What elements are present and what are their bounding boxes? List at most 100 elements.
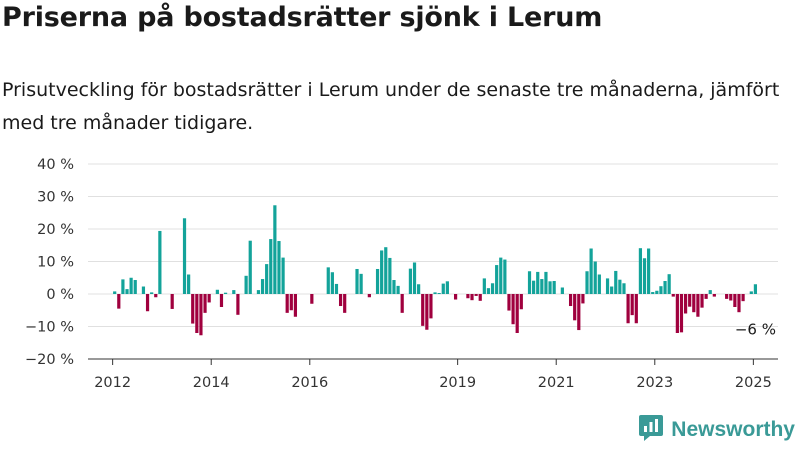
bar <box>663 281 667 294</box>
bar <box>495 265 499 294</box>
bar <box>749 291 753 294</box>
bar <box>375 268 380 294</box>
bar <box>113 291 117 294</box>
bar <box>729 294 733 301</box>
bar <box>651 292 655 294</box>
bar <box>388 257 392 294</box>
bar <box>207 294 211 303</box>
bar <box>437 293 441 294</box>
bar <box>560 287 564 294</box>
bar <box>421 294 425 326</box>
bar <box>117 294 121 309</box>
bar <box>289 294 293 311</box>
bar <box>573 294 577 321</box>
bar <box>527 271 532 294</box>
bar <box>121 279 125 295</box>
bar <box>725 294 729 299</box>
bar <box>223 292 228 294</box>
bar <box>618 279 622 294</box>
x-tick-label: 2025 <box>735 375 772 391</box>
bar <box>219 294 224 307</box>
bar <box>503 259 507 294</box>
bar <box>343 294 347 313</box>
bar <box>466 294 470 299</box>
bar <box>277 241 281 294</box>
bar <box>696 294 700 317</box>
bar <box>540 279 544 294</box>
bar <box>355 268 359 294</box>
bar <box>478 294 482 301</box>
bar <box>679 294 684 333</box>
bar <box>655 290 659 294</box>
bar <box>338 294 343 307</box>
bar <box>367 294 371 298</box>
bar <box>630 294 634 316</box>
bar <box>265 264 269 294</box>
x-tick-label: 2016 <box>291 375 328 391</box>
bar <box>712 294 716 297</box>
bar <box>753 284 758 294</box>
bar <box>417 284 421 294</box>
bar <box>700 294 704 308</box>
bar <box>408 268 413 294</box>
bar <box>429 294 433 319</box>
y-tick-label: −20 % <box>25 352 74 368</box>
bar <box>737 294 741 313</box>
bar <box>260 279 265 294</box>
bar <box>642 258 647 294</box>
bar <box>634 294 638 324</box>
bar <box>195 294 199 333</box>
x-tick-label: 2014 <box>193 375 230 391</box>
x-tick-label: 2012 <box>94 375 131 391</box>
bar <box>203 294 207 313</box>
bar <box>589 248 593 294</box>
bar <box>741 294 745 302</box>
bar <box>622 283 626 294</box>
bar <box>593 261 597 294</box>
newsworthy-brand: Newsworthy <box>638 414 795 446</box>
bar <box>441 283 445 294</box>
bar <box>536 271 540 294</box>
bar <box>671 294 675 297</box>
bar <box>384 247 388 294</box>
bar <box>269 239 273 294</box>
bar <box>182 218 187 294</box>
bar <box>412 262 417 294</box>
bar <box>380 250 384 294</box>
bar <box>285 294 289 313</box>
bar <box>704 294 708 299</box>
bar <box>396 285 400 295</box>
x-tick-label: 2021 <box>538 375 575 391</box>
bar <box>552 281 556 294</box>
bar <box>490 283 495 294</box>
bar <box>199 294 203 336</box>
bar <box>532 280 536 294</box>
bar <box>708 290 712 294</box>
bar <box>482 278 486 294</box>
bar <box>453 294 458 300</box>
bar <box>433 292 437 295</box>
bar <box>638 248 643 294</box>
y-tick-label: 40 % <box>37 157 74 173</box>
bar <box>273 205 277 294</box>
bar <box>733 294 737 307</box>
bar <box>191 294 195 324</box>
bar <box>688 294 692 307</box>
bar <box>425 294 429 330</box>
bar <box>544 271 548 294</box>
bar <box>610 286 614 294</box>
bar <box>232 290 236 294</box>
newsworthy-logo-icon <box>638 414 664 446</box>
y-tick-label: 0 % <box>46 287 74 303</box>
chart-title: Priserna på bostadsrätter sjönk i Lerum <box>2 2 603 33</box>
bar <box>330 272 334 294</box>
bar <box>675 294 679 333</box>
bar <box>474 294 478 296</box>
bar <box>647 248 651 294</box>
bar <box>215 289 219 294</box>
bar <box>125 289 129 295</box>
bar <box>692 294 696 313</box>
x-tick-label: 2019 <box>439 375 476 391</box>
bar <box>507 294 511 311</box>
bar <box>515 294 519 333</box>
